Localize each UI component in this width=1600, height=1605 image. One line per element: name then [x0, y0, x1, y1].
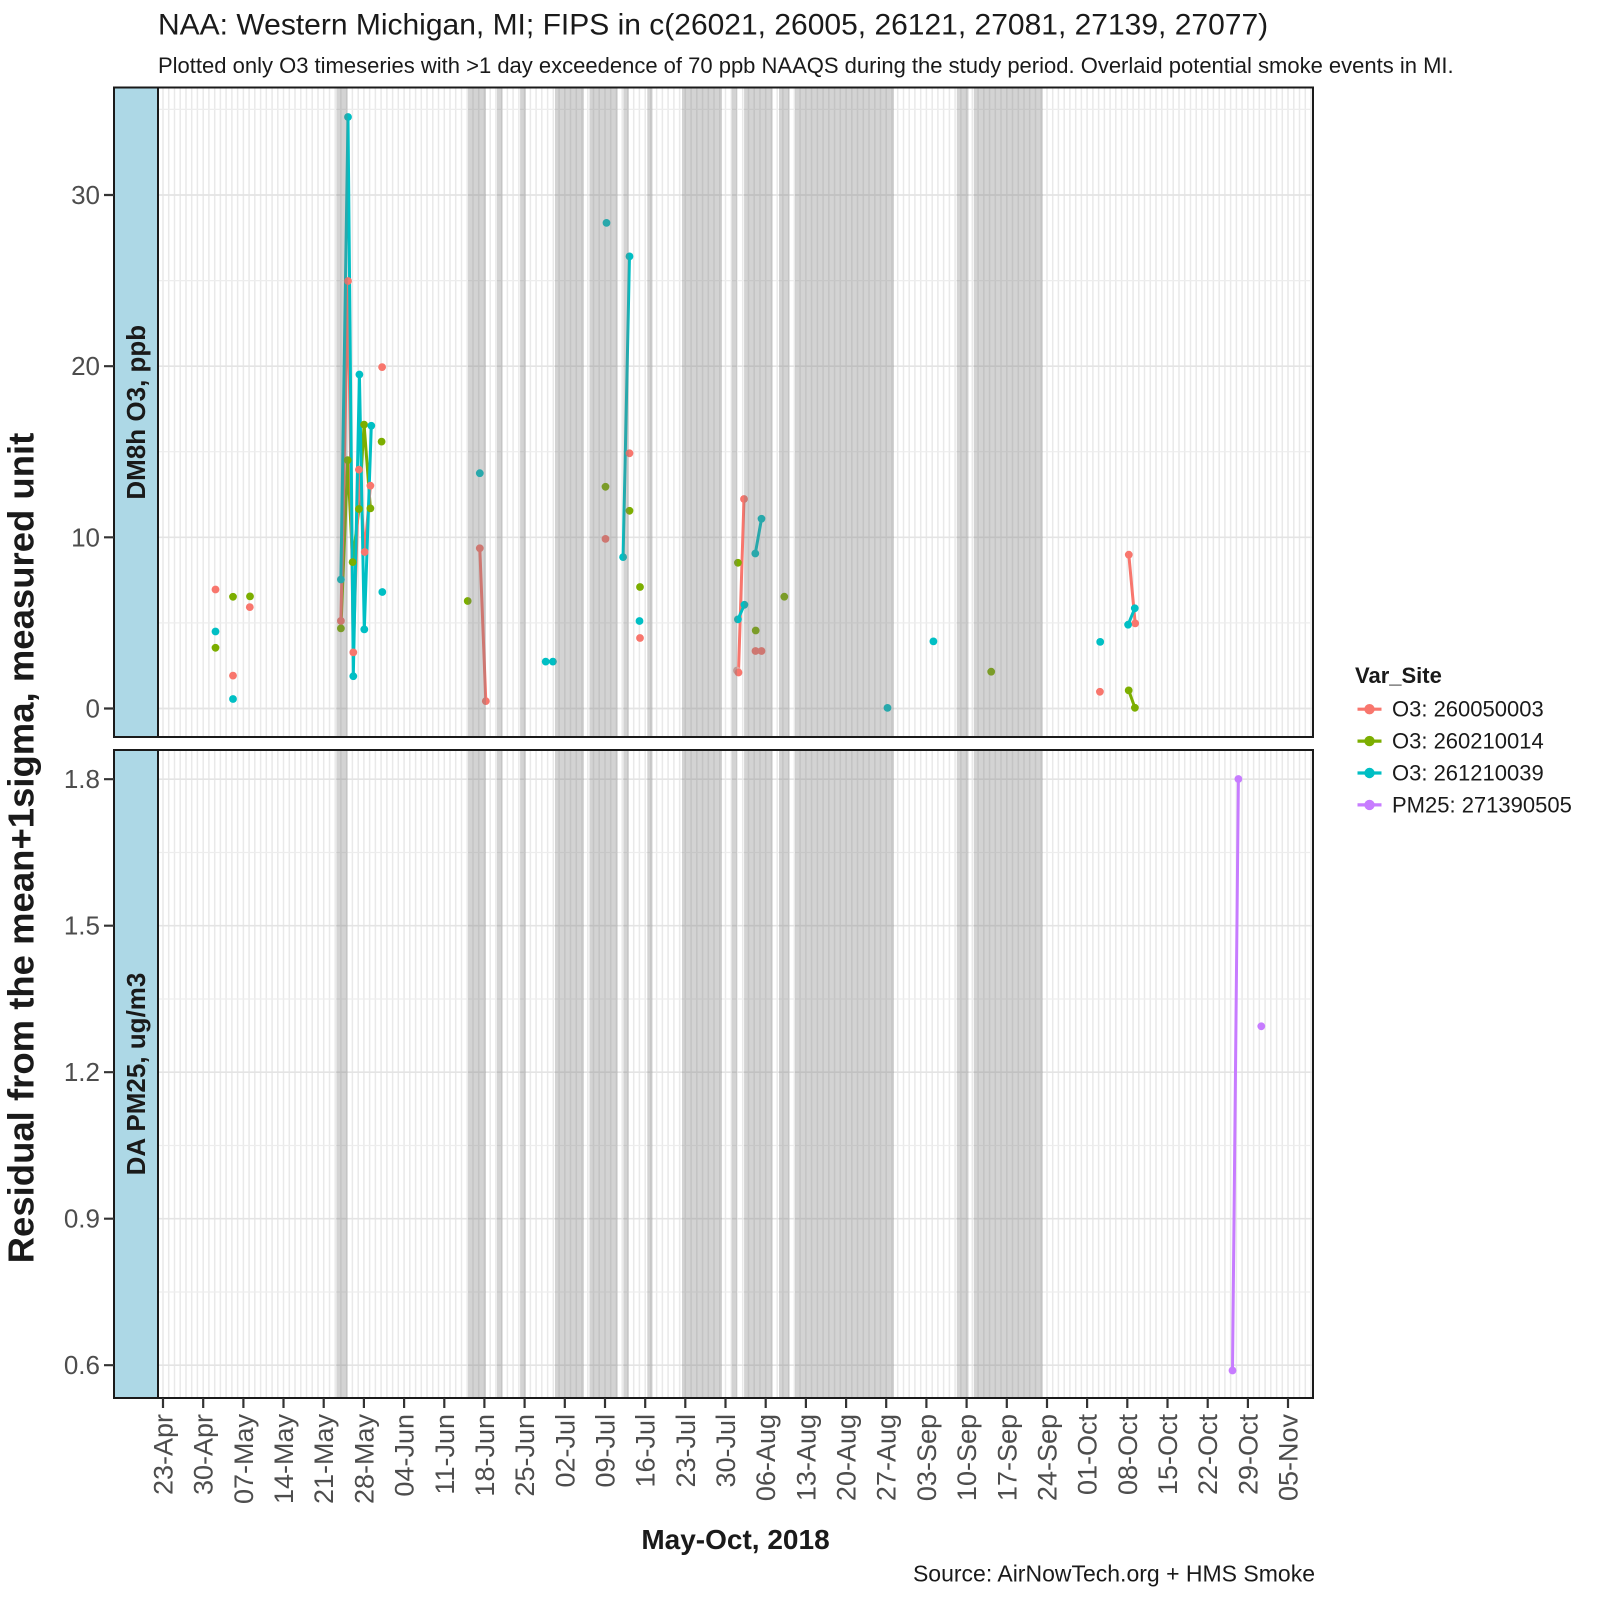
svg-text:04-Jun: 04-Jun — [390, 1414, 420, 1497]
svg-text:20-Aug: 20-Aug — [832, 1414, 862, 1501]
svg-text:17-Sep: 17-Sep — [992, 1414, 1022, 1501]
svg-text:02-Jul: 02-Jul — [550, 1414, 580, 1488]
svg-text:Source: AirNowTech.org + HMS S: Source: AirNowTech.org + HMS Smoke — [913, 1561, 1315, 1587]
svg-text:23-Jul: 23-Jul — [671, 1414, 701, 1488]
svg-text:0.6: 0.6 — [64, 1350, 100, 1380]
svg-text:08-Oct: 08-Oct — [1113, 1414, 1143, 1496]
svg-text:03-Sep: 03-Sep — [912, 1414, 942, 1501]
svg-text:07-May: 07-May — [229, 1414, 259, 1505]
svg-text:28-May: 28-May — [349, 1414, 379, 1505]
svg-text:0: 0 — [86, 694, 100, 724]
svg-text:Var_Site: Var_Site — [1355, 663, 1442, 688]
svg-text:DM8h O3, ppb: DM8h O3, ppb — [121, 325, 151, 500]
svg-text:15-Oct: 15-Oct — [1153, 1414, 1183, 1496]
svg-text:06-Aug: 06-Aug — [751, 1414, 781, 1501]
svg-text:09-Jul: 09-Jul — [591, 1414, 621, 1488]
svg-text:NAA: Western Michigan, MI; FIP: NAA: Western Michigan, MI; FIPS in c(260… — [158, 9, 1268, 42]
svg-text:13-Aug: 13-Aug — [791, 1414, 821, 1501]
svg-text:0.9: 0.9 — [64, 1204, 100, 1234]
svg-text:PM25: 271390505: PM25: 271390505 — [1392, 792, 1572, 817]
svg-text:30-Jul: 30-Jul — [711, 1414, 741, 1488]
svg-text:11-Jun: 11-Jun — [430, 1414, 460, 1495]
svg-text:Plotted only O3 timeseries wit: Plotted only O3 timeseries with >1 day e… — [158, 53, 1454, 78]
svg-text:25-Jun: 25-Jun — [510, 1414, 540, 1497]
svg-text:29-Oct: 29-Oct — [1233, 1414, 1263, 1496]
svg-text:1.8: 1.8 — [64, 764, 100, 794]
svg-text:01-Oct: 01-Oct — [1073, 1414, 1103, 1496]
svg-text:10: 10 — [71, 522, 100, 552]
svg-text:24-Sep: 24-Sep — [1033, 1414, 1063, 1501]
svg-text:10-Sep: 10-Sep — [952, 1414, 982, 1501]
svg-text:05-Nov: 05-Nov — [1274, 1414, 1304, 1502]
svg-text:1.5: 1.5 — [64, 911, 100, 941]
svg-text:O3: 260210014: O3: 260210014 — [1392, 729, 1544, 754]
svg-text:Residual from the mean+1sigma,: Residual from the mean+1sigma, measured … — [1, 433, 42, 1264]
svg-text:30: 30 — [71, 180, 100, 210]
svg-text:16-Jul: 16-Jul — [631, 1414, 661, 1488]
svg-text:O3: 260050003: O3: 260050003 — [1392, 697, 1544, 722]
svg-text:1.2: 1.2 — [64, 1057, 100, 1087]
svg-text:18-Jun: 18-Jun — [470, 1414, 500, 1497]
svg-text:30-Apr: 30-Apr — [189, 1414, 219, 1495]
svg-text:21-May: 21-May — [309, 1414, 339, 1505]
svg-text:May-Oct, 2018: May-Oct, 2018 — [641, 1524, 829, 1555]
svg-text:20: 20 — [71, 351, 100, 381]
svg-text:23-Apr: 23-Apr — [149, 1414, 179, 1495]
svg-text:14-May: 14-May — [269, 1414, 299, 1505]
svg-text:O3: 261210039: O3: 261210039 — [1392, 761, 1544, 786]
svg-text:DA PM25, ug/m3: DA PM25, ug/m3 — [121, 973, 151, 1176]
svg-text:22-Oct: 22-Oct — [1193, 1414, 1223, 1496]
svg-text:27-Aug: 27-Aug — [872, 1414, 902, 1501]
